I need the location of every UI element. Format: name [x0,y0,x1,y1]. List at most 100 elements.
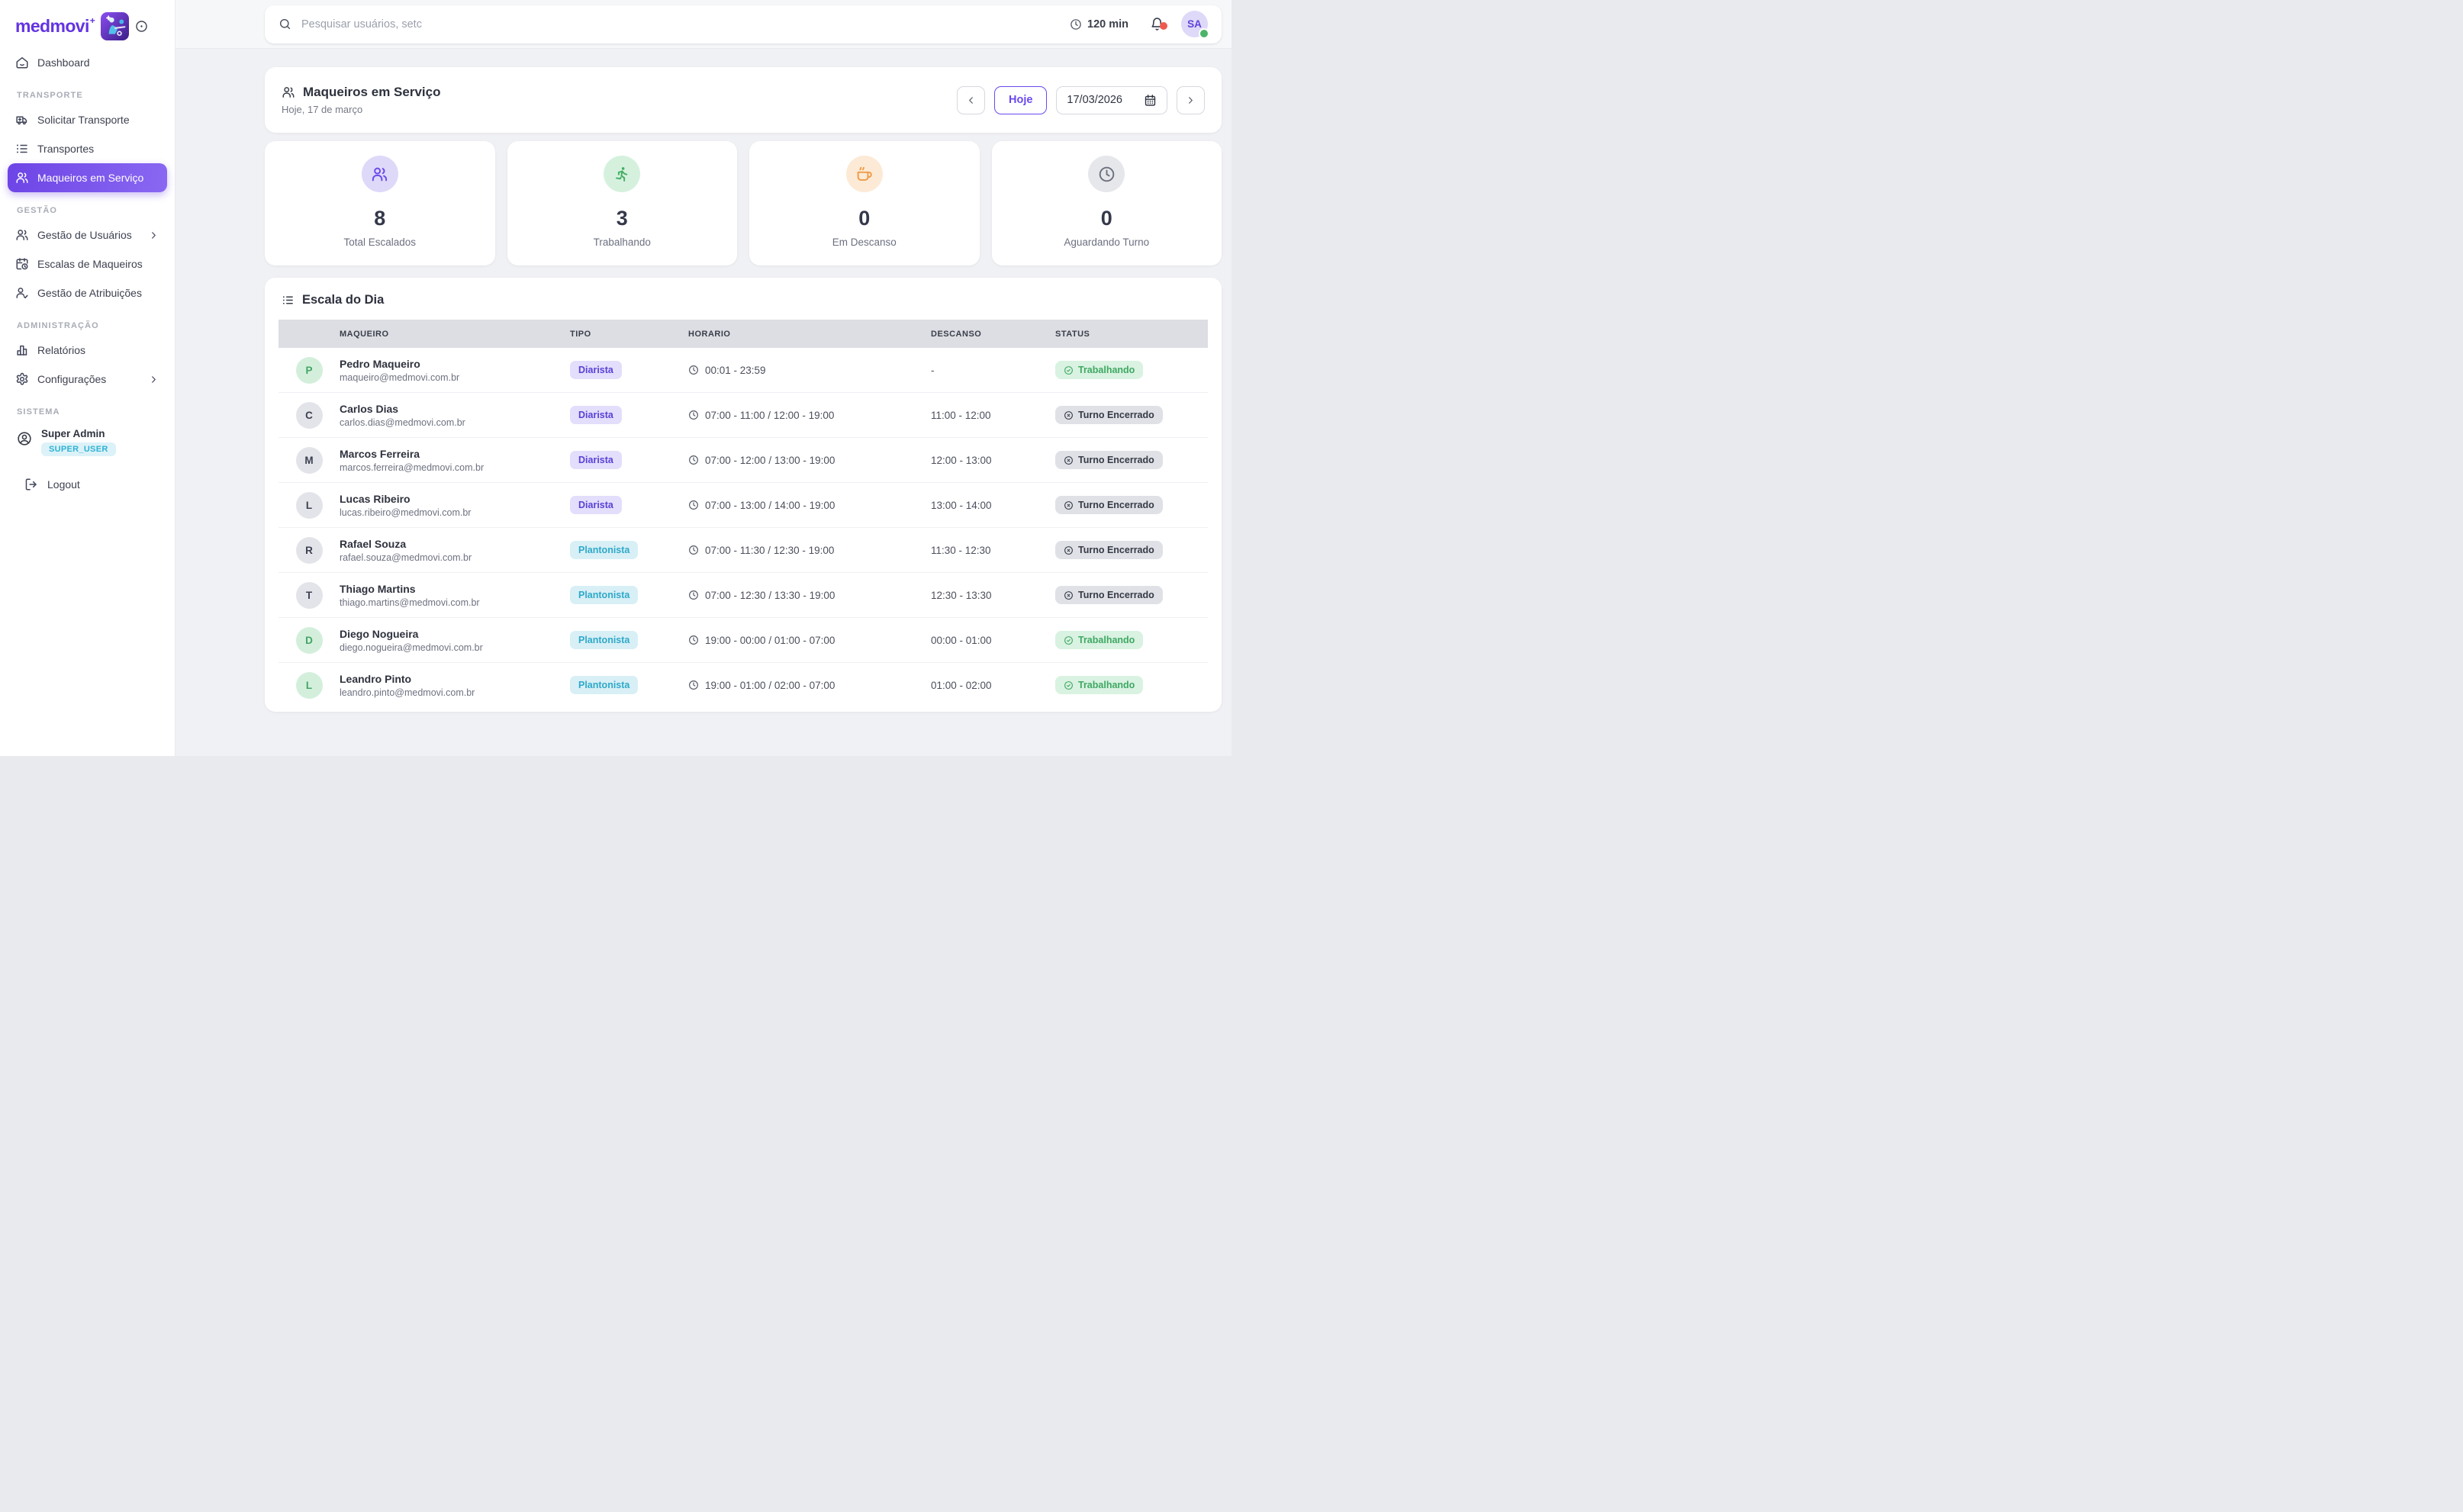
clock-icon [688,365,699,375]
avatar: L [295,671,323,699]
maqueiro-name: Carlos Dias [340,402,399,415]
sidebar-toggle-icon[interactable] [135,20,148,33]
stat-card-trabalhando: 3 Trabalhando [507,141,737,265]
table-row[interactable]: P Pedro Maqueiro maqueiro@medmovi.com.br Di… [278,348,1208,393]
status-cell: Trabalhando [1055,676,1208,694]
table-row[interactable]: L Lucas Ribeiro lucas.ribeiro@medmovi.com.… [278,483,1208,528]
avatar-cell: M [278,446,340,474]
user-avatar[interactable]: SA [1181,11,1209,39]
sidebar-item-dashboard[interactable]: Dashboard [8,48,167,77]
page-content: Maqueiros em Serviço Hoje, 17 de março H… [175,49,1232,756]
sidebar-item-configuracoes[interactable]: Configurações [8,365,167,394]
column-header-status: STATUS [1055,329,1090,339]
brand-logo-icon [100,12,129,40]
topbar-card: 120 min SA [265,5,1222,43]
descanso-cell: 12:30 - 13:30 [931,590,1055,601]
maqueiro-name: Diego Nogueira [340,627,419,640]
stat-card-total-escalados: 8 Total Escalados [265,141,495,265]
date-picker[interactable]: 17/03/2026 [1056,85,1167,114]
maqueiro-name: Pedro Maqueiro [340,357,420,370]
stat-value: 3 [616,207,628,230]
schedule-title: Escala do Dia [302,293,385,307]
today-button[interactable]: Hoje [994,85,1048,114]
chevron-right-icon [1185,95,1196,106]
horario-text: 19:00 - 00:00 / 01:00 - 07:00 [705,634,835,646]
maqueiro-cell: Leandro Pinto leandro.pinto@medmovi.com.b… [340,673,570,698]
clock-icon [688,500,699,510]
sidebar-item-transportes[interactable]: Transportes [8,134,167,163]
search-input[interactable] [300,17,1070,31]
sidebar-item-label: Maqueiros em Serviço [37,172,144,184]
sidebar: medmovi + Dashboard TRANSPORTE Solicitar Tr… [0,0,175,756]
table-row[interactable]: M Marcos Ferreira marcos.ferreira@medmovi.… [278,438,1208,483]
tipo-badge: Plantonista [570,676,639,694]
maqueiro-email: leandro.pinto@medmovi.com.br [340,687,475,698]
table-row[interactable]: T Thiago Martins thiago.martins@medmovi.co… [278,573,1208,618]
ambulance-icon [15,113,29,127]
topbar: 120 min SA [175,0,1232,49]
tipo-cell: Diarista [570,361,688,379]
next-day-button[interactable] [1177,85,1205,114]
avatar: R [295,536,323,564]
column-header-horario: HORARIO [688,329,731,339]
table-row[interactable]: L Leandro Pinto leandro.pinto@medmovi.com.… [278,663,1208,707]
brand-header: medmovi + [0,6,175,48]
horario-cell: 07:00 - 11:30 / 12:30 - 19:00 [688,545,931,556]
avatar: L [295,491,323,519]
sidebar-nav: Dashboard TRANSPORTE Solicitar Transporte T… [0,48,175,394]
sidebar-section-title: GESTÃO [17,206,58,215]
maqueiro-name: Thiago Martins [340,582,416,595]
stat-label: Trabalhando [593,236,651,248]
table-row[interactable]: R Rafael Souza rafael.souza@medmovi.com.br… [278,528,1208,573]
current-user-name: Super Admin [41,428,105,439]
sidebar-item-maqueiros-em-servico[interactable]: Maqueiros em Serviço [8,163,167,192]
sidebar-item-label: Escalas de Maqueiros [37,258,143,270]
clock-icon [688,635,699,645]
sidebar-item-relatorios[interactable]: Relatórios [8,336,167,365]
table-row[interactable]: C Carlos Dias carlos.dias@medmovi.com.br Di… [278,393,1208,438]
maqueiro-email: maqueiro@medmovi.com.br [340,372,460,383]
online-status-dot [1199,28,1209,39]
descanso-text: - [931,364,935,376]
descanso-text: 00:00 - 01:00 [931,634,992,646]
notifications-button[interactable] [1150,17,1167,31]
x-circle-icon [1064,410,1074,420]
status-cell: Trabalhando [1055,631,1208,649]
clock-icon [1088,156,1125,192]
users-icon [15,228,29,242]
descanso-cell: 13:00 - 14:00 [931,500,1055,511]
avatar-cell: T [278,581,340,609]
maqueiro-name: Leandro Pinto [340,672,412,685]
check-circle-icon [1064,365,1074,375]
descanso-cell: - [931,365,1055,376]
horario-cell: 07:00 - 12:00 / 13:00 - 19:00 [688,455,931,466]
calendar-icon [1144,94,1157,107]
descanso-text: 12:30 - 13:30 [931,589,992,601]
prev-day-button[interactable] [957,85,985,114]
user-check-icon [15,286,29,300]
stat-card-aguardando-turno: 0 Aguardando Turno [991,141,1222,265]
sidebar-item-gestao-de-atribuicoes[interactable]: Gestão de Atribuições [8,278,167,307]
clock-icon [688,590,699,600]
logout-button[interactable]: Logout [8,470,167,499]
sidebar-item-label: Gestão de Usuários [37,229,132,241]
tipo-cell: Diarista [570,451,688,469]
tipo-cell: Plantonista [570,541,688,559]
sidebar-item-escalas-de-maqueiros[interactable]: Escalas de Maqueiros [8,249,167,278]
tipo-cell: Diarista [570,496,688,514]
stat-label: Em Descanso [832,236,897,248]
sidebar-item-label: Gestão de Atribuições [37,287,142,299]
sidebar-item-solicitar-transporte[interactable]: Solicitar Transporte [8,105,167,134]
tipo-badge: Plantonista [570,586,639,604]
descanso-text: 11:00 - 12:00 [931,409,991,421]
list-icon [15,142,29,156]
avatar-cell: L [278,671,340,699]
table-row[interactable]: D Diego Nogueira diego.nogueira@medmovi.co… [278,618,1208,663]
status-cell: Turno Encerrado [1055,541,1208,559]
status-badge: Trabalhando [1055,631,1144,649]
runner-icon [604,156,641,192]
maqueiro-name: Marcos Ferreira [340,447,420,460]
sidebar-item-gestao-de-usuarios[interactable]: Gestão de Usuários [8,220,167,249]
avatar: T [295,581,323,609]
user-avatar-initials: SA [1187,18,1202,30]
